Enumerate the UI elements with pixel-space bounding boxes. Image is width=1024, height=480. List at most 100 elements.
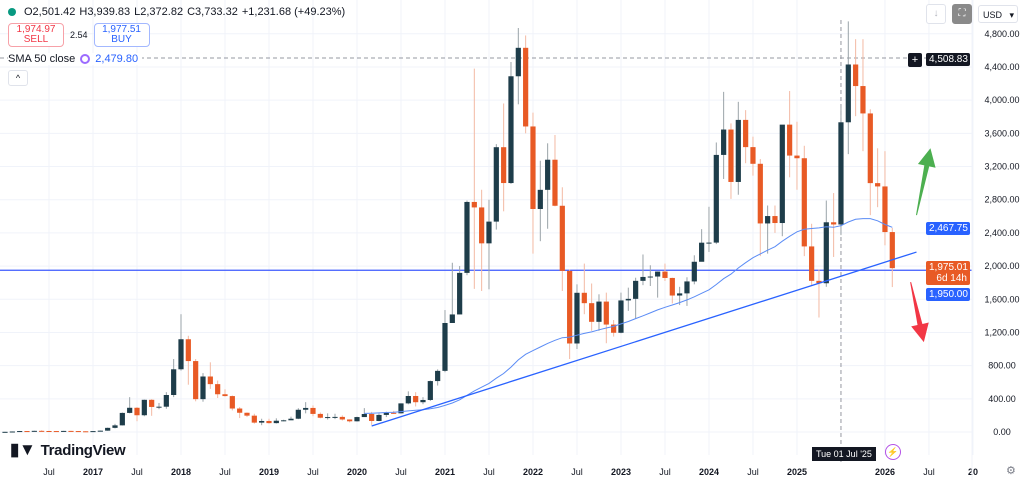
x-tick-label: Jul — [659, 467, 671, 477]
y-tick-label: 2,400.00 — [984, 228, 1019, 238]
candle-down — [530, 126, 536, 210]
buy-button[interactable]: 1,977.51 BUY — [93, 23, 150, 47]
candle-down — [185, 339, 191, 362]
sma-value: 2,479.80 — [95, 53, 139, 65]
candle-down — [39, 430, 45, 432]
sell-label: SELL — [23, 34, 49, 45]
candle-up — [493, 147, 499, 222]
tradingview-mark-icon: ▮▼ — [10, 440, 36, 459]
x-tick-label: Jul — [43, 467, 55, 477]
candle-up — [163, 394, 169, 407]
candle-up — [31, 430, 37, 432]
x-tick-label: Jul — [483, 467, 495, 477]
candle-up — [838, 122, 844, 225]
buy-label: BUY — [111, 34, 132, 45]
sma-label: SMA 50 close — [8, 53, 76, 65]
lightning-icon[interactable]: ⚡ — [885, 444, 901, 460]
candle-up — [90, 431, 96, 433]
candle-up — [713, 154, 719, 243]
last-price-tag: 1,975.01 6d 14h — [926, 261, 970, 285]
candle-down — [310, 407, 316, 414]
candle-up — [508, 76, 514, 184]
candle-up — [633, 280, 639, 299]
candle-down — [603, 301, 609, 325]
horizontal-line-price-tag: 1,950.00 — [926, 288, 970, 301]
crosshair-date-label: Tue 01 Jul '25 — [812, 447, 876, 461]
candle-down — [589, 303, 595, 322]
candle-down — [68, 430, 74, 432]
candle-up — [354, 417, 360, 422]
collapse-legend-button[interactable]: ^ — [8, 70, 28, 86]
candle-down — [229, 396, 235, 409]
candle-up — [200, 376, 206, 400]
candle-up — [273, 420, 279, 424]
fullscreen-icon[interactable]: ⛶ — [952, 4, 972, 24]
candle-down — [413, 395, 419, 403]
x-tick-label: Jul — [307, 467, 319, 477]
chevron-down-icon: ▾ — [1009, 10, 1014, 20]
x-tick-label: Jul — [131, 467, 143, 477]
candle-up — [141, 399, 147, 416]
y-tick-label: 3,200.00 — [984, 162, 1019, 172]
logo-text: TradingView — [40, 441, 126, 459]
candle-up — [398, 403, 404, 414]
loading-icon — [80, 54, 91, 64]
candle-up — [112, 425, 118, 428]
candle-down — [83, 431, 89, 433]
candle-up — [105, 427, 111, 431]
arrow-down-icon[interactable]: ↓ — [926, 4, 946, 24]
candle-up — [171, 369, 177, 395]
candle-up — [537, 189, 543, 210]
symbol-status-icon — [8, 8, 16, 16]
candle-up — [677, 293, 683, 296]
y-tick-label: 1,600.00 — [984, 294, 1019, 304]
candle-down — [24, 431, 30, 433]
candle-down — [552, 159, 558, 206]
candle-up — [332, 416, 338, 418]
x-tick-label: 2025 — [787, 467, 807, 477]
x-tick-label: 2019 — [259, 467, 279, 477]
currency-value: USD — [983, 10, 1003, 20]
x-tick-label: 2017 — [83, 467, 103, 477]
candle-up — [127, 407, 133, 413]
candle-down — [794, 155, 800, 159]
legend-change: +1,231.68 (+49.23%) — [241, 6, 346, 18]
sma-legend[interactable]: SMA 50 close 2,479.80 — [8, 53, 143, 65]
sma-price-tag: 2,467.75 — [926, 222, 970, 235]
candle-down — [611, 324, 617, 333]
candle-up — [721, 129, 727, 155]
candle-up — [647, 276, 653, 278]
candle-up — [17, 431, 23, 433]
candle-up — [427, 381, 433, 400]
add-alert-plus-icon[interactable]: + — [908, 53, 922, 67]
crosshair-price-tag: 4,508.83 — [926, 53, 970, 66]
candle-up — [691, 261, 697, 282]
bar-countdown: 6d 14h — [936, 273, 967, 284]
candle-up — [405, 395, 411, 404]
last-price: 1,975.01 — [929, 262, 968, 273]
settings-gear-icon[interactable]: ⚙ — [1006, 465, 1016, 477]
currency-select[interactable]: USD ▾ — [978, 5, 1018, 23]
candle-up — [655, 271, 661, 277]
candle-down — [860, 86, 866, 114]
y-tick-label: 2,000.00 — [984, 261, 1019, 271]
tradingview-logo[interactable]: ▮▼ TradingView — [10, 440, 126, 460]
candle-down — [501, 147, 507, 184]
top-right-toolbar: ↓ ⛶ USD ▾ — [926, 4, 1018, 24]
x-tick-label: 20 — [968, 467, 978, 477]
candle-down — [875, 183, 881, 187]
candle-up — [574, 292, 580, 344]
candle-down — [831, 222, 837, 225]
sell-button[interactable]: 1,974.97 SELL — [8, 23, 64, 47]
x-tick-label: 2020 — [347, 467, 367, 477]
candle-up — [545, 159, 551, 190]
x-tick-label: Jul — [395, 467, 407, 477]
candle-up — [765, 216, 771, 224]
candle-up — [2, 431, 8, 433]
y-tick-label: 0.00 — [993, 427, 1011, 437]
candle-down — [743, 119, 749, 148]
candle-down — [853, 64, 859, 87]
candle-down — [222, 394, 228, 397]
candle-down — [317, 413, 323, 418]
